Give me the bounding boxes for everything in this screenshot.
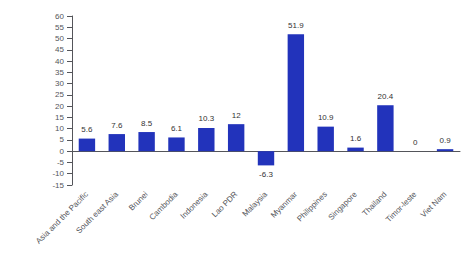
svg-text:20.4: 20.4 [378, 92, 394, 101]
svg-text:25: 25 [55, 90, 64, 99]
svg-text:6.1: 6.1 [171, 124, 183, 133]
svg-text:Cambodia: Cambodia [148, 189, 180, 221]
svg-text:10.9: 10.9 [318, 113, 334, 122]
svg-text:Philippines: Philippines [295, 190, 329, 224]
svg-text:35: 35 [55, 68, 64, 77]
svg-text:12: 12 [232, 111, 241, 120]
svg-text:South east Asia: South east Asia [74, 189, 120, 235]
svg-text:Myanmar: Myanmar [269, 190, 299, 220]
svg-text:Singapore: Singapore [327, 189, 359, 221]
svg-text:10: 10 [55, 124, 64, 133]
svg-text:Timor-leste: Timor-leste [384, 189, 419, 224]
svg-text:Asia and the Pacific: Asia and the Pacific [34, 190, 90, 246]
svg-text:45: 45 [55, 45, 64, 54]
svg-text:40: 40 [55, 57, 64, 66]
svg-text:-15: -15 [52, 181, 64, 190]
svg-text:51.9: 51.9 [288, 21, 304, 30]
svg-text:5.6: 5.6 [81, 125, 93, 134]
svg-text:-10: -10 [52, 169, 64, 178]
svg-text:10.3: 10.3 [199, 114, 215, 123]
svg-text:20: 20 [55, 102, 64, 111]
svg-text:Viet Nam: Viet Nam [419, 190, 449, 220]
svg-text:0: 0 [60, 147, 65, 156]
svg-text:55: 55 [55, 23, 64, 32]
svg-text:15: 15 [55, 113, 64, 122]
svg-text:Lao PDR: Lao PDR [210, 190, 239, 219]
svg-text:Malaysia: Malaysia [241, 189, 270, 218]
svg-text:8.5: 8.5 [141, 119, 153, 128]
svg-text:5: 5 [60, 135, 65, 144]
svg-text:60: 60 [55, 12, 64, 21]
svg-text:-6.3: -6.3 [259, 170, 273, 179]
svg-text:30: 30 [55, 79, 64, 88]
svg-text:-5: -5 [57, 158, 65, 167]
svg-text:1.6: 1.6 [350, 134, 362, 143]
svg-text:Brunei: Brunei [127, 190, 150, 213]
svg-text:7.6: 7.6 [111, 121, 123, 130]
svg-text:50: 50 [55, 34, 64, 43]
svg-text:0.9: 0.9 [440, 136, 452, 145]
svg-text:Thailand: Thailand [361, 190, 389, 218]
svg-text:0: 0 [413, 138, 418, 147]
svg-text:Indonesia: Indonesia [179, 189, 210, 220]
